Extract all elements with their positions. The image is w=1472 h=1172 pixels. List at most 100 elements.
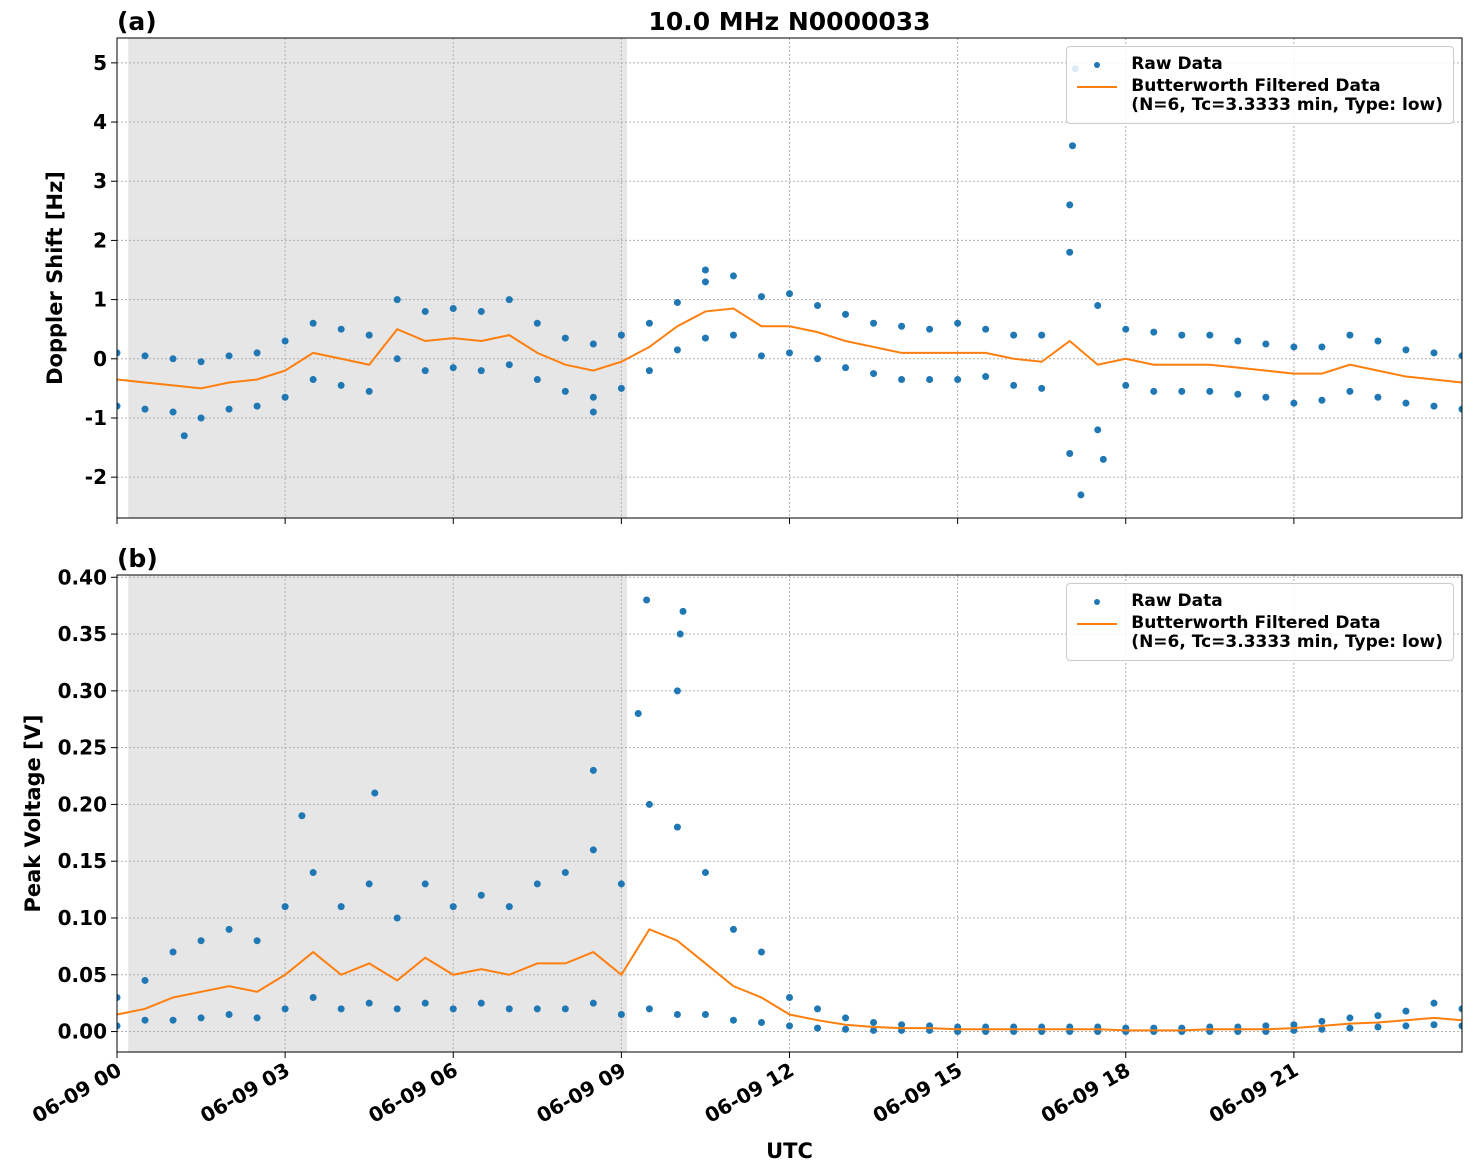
raw-point	[141, 976, 149, 984]
raw-point	[337, 1005, 345, 1013]
raw-point	[505, 903, 513, 911]
raw-point	[477, 999, 485, 1007]
raw-point	[814, 355, 822, 363]
raw-point	[1374, 337, 1382, 345]
y-tick-label: 0.00	[58, 1020, 107, 1044]
raw-point	[561, 1005, 569, 1013]
raw-point	[1346, 387, 1354, 395]
raw-point	[117, 1022, 121, 1030]
raw-point	[1066, 449, 1074, 457]
y-tick-label: 0.20	[58, 792, 107, 816]
raw-point	[673, 687, 681, 695]
raw-point	[393, 296, 401, 304]
raw-point	[309, 993, 317, 1001]
raw-point	[393, 914, 401, 922]
raw-point	[673, 346, 681, 354]
raw-point	[589, 999, 597, 1007]
raw-point	[197, 414, 205, 422]
raw-point	[1402, 1022, 1410, 1030]
raw-point	[561, 869, 569, 877]
raw-point	[1206, 387, 1214, 395]
y-tick-label: 0.30	[58, 679, 107, 703]
raw-point	[1290, 1021, 1298, 1029]
raw-point	[1402, 346, 1410, 354]
raw-point	[337, 903, 345, 911]
legend-entry: Butterworth Filtered Data (N=6, Tc=3.333…	[1077, 614, 1443, 652]
raw-point	[1262, 1022, 1270, 1030]
legend-label: Raw Data	[1131, 54, 1223, 74]
raw-point	[701, 869, 709, 877]
legend-marker	[1094, 599, 1101, 605]
raw-point	[533, 376, 541, 384]
raw-point	[169, 355, 177, 363]
y-tick-label: 0.15	[58, 849, 107, 873]
raw-point	[1150, 328, 1158, 336]
raw-point	[365, 999, 373, 1007]
raw-point	[1178, 1028, 1186, 1036]
raw-point	[197, 1014, 205, 1022]
raw-point	[281, 393, 289, 401]
raw-point	[1318, 396, 1326, 404]
legend-dot	[1094, 62, 1101, 68]
shaded-span	[128, 38, 627, 518]
y-tick-label: 0.35	[58, 622, 107, 646]
raw-point	[337, 325, 345, 333]
raw-point	[1066, 201, 1074, 209]
y-tick-label: 5	[93, 51, 107, 75]
raw-point	[757, 948, 765, 956]
legend-marker	[1094, 62, 1101, 68]
x-tick-label: 06-09 21	[1205, 1058, 1303, 1128]
raw-point	[645, 367, 653, 375]
raw-point	[1346, 1014, 1354, 1022]
raw-point	[117, 349, 121, 357]
raw-point	[1077, 491, 1085, 499]
raw-point	[253, 1014, 261, 1022]
y-tick-label: 1	[93, 288, 107, 312]
raw-point	[1458, 1005, 1462, 1013]
raw-point	[673, 823, 681, 831]
raw-point	[982, 373, 990, 381]
raw-point	[589, 766, 597, 774]
raw-point	[1150, 387, 1158, 395]
legend-entry: Raw Data	[1077, 55, 1443, 75]
raw-point	[505, 1005, 513, 1013]
raw-point	[1318, 343, 1326, 351]
raw-point	[393, 1005, 401, 1013]
raw-point	[1430, 999, 1438, 1007]
raw-point	[1402, 399, 1410, 407]
raw-point	[393, 355, 401, 363]
raw-point	[1094, 302, 1102, 310]
raw-point	[701, 266, 709, 274]
raw-point	[1010, 331, 1018, 339]
raw-point	[449, 364, 457, 372]
legend-entry: Raw Data	[1077, 592, 1443, 612]
raw-point	[1318, 1017, 1326, 1025]
raw-point	[757, 1018, 765, 1026]
raw-point	[1430, 402, 1438, 410]
raw-point	[673, 1011, 681, 1019]
raw-point	[169, 1016, 177, 1024]
raw-point	[701, 334, 709, 342]
y-axis-label: Peak Voltage [V]	[21, 714, 45, 912]
raw-point	[842, 1025, 850, 1033]
raw-point	[421, 999, 429, 1007]
raw-point	[814, 1005, 822, 1013]
raw-point	[309, 319, 317, 327]
raw-point	[645, 1005, 653, 1013]
filtered-line	[117, 928, 1462, 1032]
raw-point	[814, 302, 822, 310]
axes-frame	[116, 574, 1463, 1053]
raw-point	[1430, 1021, 1438, 1029]
raw-point	[589, 408, 597, 416]
raw-point	[225, 352, 233, 360]
raw-point	[225, 405, 233, 413]
raw-point	[954, 319, 962, 327]
raw-point	[281, 337, 289, 345]
raw-point	[898, 1021, 906, 1029]
raw-point	[1402, 1007, 1410, 1015]
y-tick-label: 2	[93, 228, 107, 252]
raw-point	[449, 903, 457, 911]
raw-point	[786, 349, 793, 357]
raw-point	[421, 880, 429, 888]
